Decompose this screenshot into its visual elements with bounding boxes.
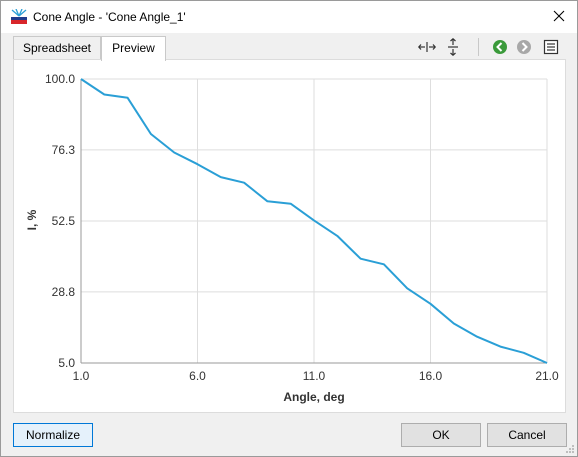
back-button[interactable] <box>490 37 510 57</box>
cone-angle-chart: 1.0 6.0 11.0 16.0 21.0 5.0 28.8 52.5 76.3 100.0 A… <box>25 72 559 404</box>
preview-panel: 1.0 6.0 11.0 16.0 21.0 5.0 28.8 52.5 76.3 100.0 A… <box>13 59 566 413</box>
y-tick-label: 52.5 <box>52 214 76 228</box>
x-axis-label: Angle, deg <box>283 390 344 404</box>
close-icon <box>553 10 565 22</box>
y-axis-label: I, % <box>25 209 39 230</box>
x-tick-label: 11.0 <box>303 369 326 383</box>
fit-vertical-icon <box>448 38 458 56</box>
y-tick-label: 76.3 <box>52 143 76 157</box>
list-button[interactable] <box>541 37 561 57</box>
tab-preview[interactable]: Preview <box>101 36 166 61</box>
title-bar: Cone Angle - 'Cone Angle_1' <box>1 1 577 33</box>
normalize-button[interactable]: Normalize <box>13 423 93 447</box>
fit-vertical-button[interactable] <box>443 37 463 57</box>
close-button[interactable] <box>547 4 571 28</box>
back-arrow-icon <box>493 40 507 54</box>
toolbar-separator <box>478 38 479 56</box>
ok-button[interactable]: OK <box>401 423 481 447</box>
series-line <box>80 78 548 364</box>
x-tick-label: 6.0 <box>189 369 206 383</box>
resize-grip-icon[interactable] <box>565 444 575 454</box>
cancel-button[interactable]: Cancel <box>487 423 567 447</box>
chart-axes <box>80 79 547 364</box>
fit-horizontal-icon <box>418 42 436 52</box>
chart-tick-labels: 1.0 6.0 11.0 16.0 21.0 5.0 28.8 52.5 76.3 100.0 <box>45 72 559 383</box>
x-tick-label: 21.0 <box>535 369 559 383</box>
cone-angle-app-icon <box>11 9 27 24</box>
y-tick-label: 5.0 <box>58 356 75 370</box>
x-tick-label: 1.0 <box>73 369 90 383</box>
forward-arrow-icon <box>517 40 531 54</box>
forward-button[interactable] <box>514 37 534 57</box>
tab-spreadsheet[interactable]: Spreadsheet <box>13 36 101 60</box>
window-title: Cone Angle - 'Cone Angle_1' <box>33 10 186 24</box>
x-tick-label: 16.0 <box>419 369 443 383</box>
fit-horizontal-button[interactable] <box>417 37 437 57</box>
y-tick-label: 100.0 <box>45 72 75 86</box>
list-icon <box>543 39 559 55</box>
y-tick-label: 28.8 <box>52 285 76 299</box>
